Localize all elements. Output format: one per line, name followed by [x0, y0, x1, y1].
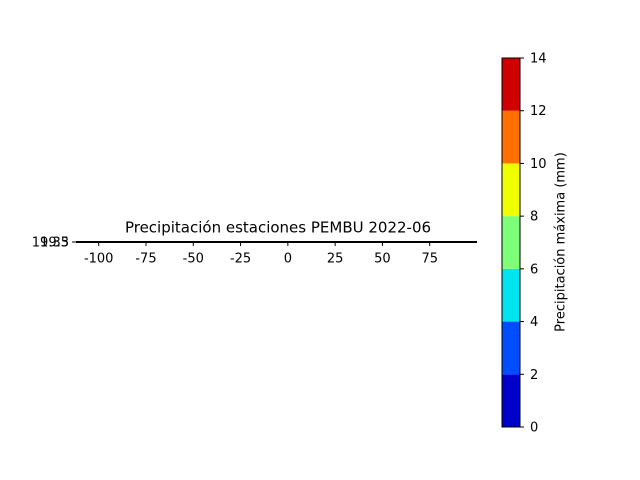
colorbar-tick-label: 0: [530, 421, 538, 436]
y-tick-label: 19.3: [40, 236, 69, 251]
x-tick-label: -50: [183, 252, 204, 267]
colorbar-segment: [502, 321, 520, 375]
x-tick-label: -75: [135, 252, 156, 267]
x-tick-label: 25: [327, 252, 344, 267]
colorbar-tick-label: 14: [530, 52, 547, 67]
colorbar-segment: [502, 374, 520, 427]
colorbar-frame: [501, 57, 521, 428]
x-tick-label: 50: [374, 252, 391, 267]
colorbar-tick-label: 10: [530, 157, 547, 172]
colorbar-label: Precipitación máxima (mm): [554, 152, 569, 332]
colorbar-segment: [502, 58, 520, 111]
colorbar-tick-label: 6: [530, 262, 538, 277]
colorbar-tick-label: 2: [530, 368, 538, 383]
x-tick-label: 0: [284, 252, 292, 267]
colorbar-segment: [502, 110, 520, 164]
colorbar-segment: [502, 216, 520, 269]
colorbar-segment: [502, 163, 520, 217]
chart-title: Precipitación estaciones PEMBU 2022-06: [125, 219, 431, 237]
x-tick-label: -25: [230, 252, 251, 267]
colorbar-tick-label: 12: [530, 104, 547, 119]
x-tick-label: -100: [84, 252, 114, 267]
colorbar-tick-label: 4: [530, 315, 538, 330]
colorbar-tick-label: 8: [530, 210, 538, 225]
y-tick-label: 19.35: [32, 236, 69, 251]
x-tick-label: 75: [421, 252, 438, 267]
colorbar-segment: [502, 268, 520, 322]
